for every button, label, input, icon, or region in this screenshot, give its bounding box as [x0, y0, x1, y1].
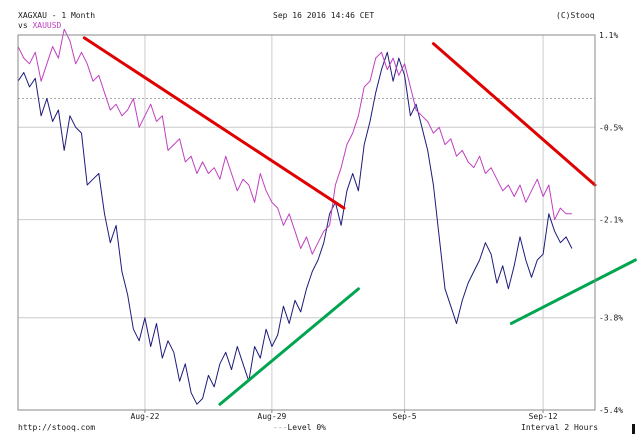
footer-level: ---Level 0% — [273, 423, 326, 432]
series-line-xauusd — [17, 28, 572, 255]
corner-marker — [632, 424, 635, 434]
y-tick-label: -0.5% — [599, 123, 623, 132]
trendline-down — [82, 36, 346, 210]
y-tick-label: -3.8% — [599, 314, 623, 323]
chart-grid — [18, 34, 595, 411]
level-label: Level 0% — [287, 423, 326, 432]
trendline-up — [509, 258, 637, 325]
brand-label: (C)Stooq — [556, 11, 595, 20]
footer-interval: Interval 2 Hours — [521, 423, 599, 432]
chart-trendlines — [82, 36, 637, 406]
y-tick-label: -5.4% — [599, 406, 623, 415]
trendline-up — [218, 287, 360, 406]
x-tick-label: Sep-5 — [393, 412, 417, 421]
x-tick-label: Aug-22 — [130, 412, 159, 421]
x-tick-label: Sep-12 — [529, 412, 558, 421]
chart-axes: 1.1% -0.5% -2.1% -3.8% -5.4% Aug-22 Aug-29 Sep-… — [17, 31, 623, 421]
trendline-down — [431, 42, 597, 187]
chart-date: Sep 16 2016 14:46 CET — [273, 11, 375, 20]
y-tick-label: -2.1% — [599, 216, 623, 225]
footer-url[interactable]: http://stooq.com — [18, 423, 96, 432]
plot-frame — [17, 34, 596, 411]
legend-vs-prefix: vs — [18, 21, 28, 30]
legend-compare: vs XAUUSD — [18, 21, 61, 30]
y-tick-label: 1.1% — [599, 31, 618, 40]
x-tick-label: Aug-29 — [257, 412, 286, 421]
legend-compare-symbol: XAUUSD — [32, 21, 62, 30]
series-line-xagxau — [17, 51, 573, 405]
chart-symbol: XAGXAU - 1 Month — [18, 11, 96, 20]
chart-series — [17, 28, 573, 405]
